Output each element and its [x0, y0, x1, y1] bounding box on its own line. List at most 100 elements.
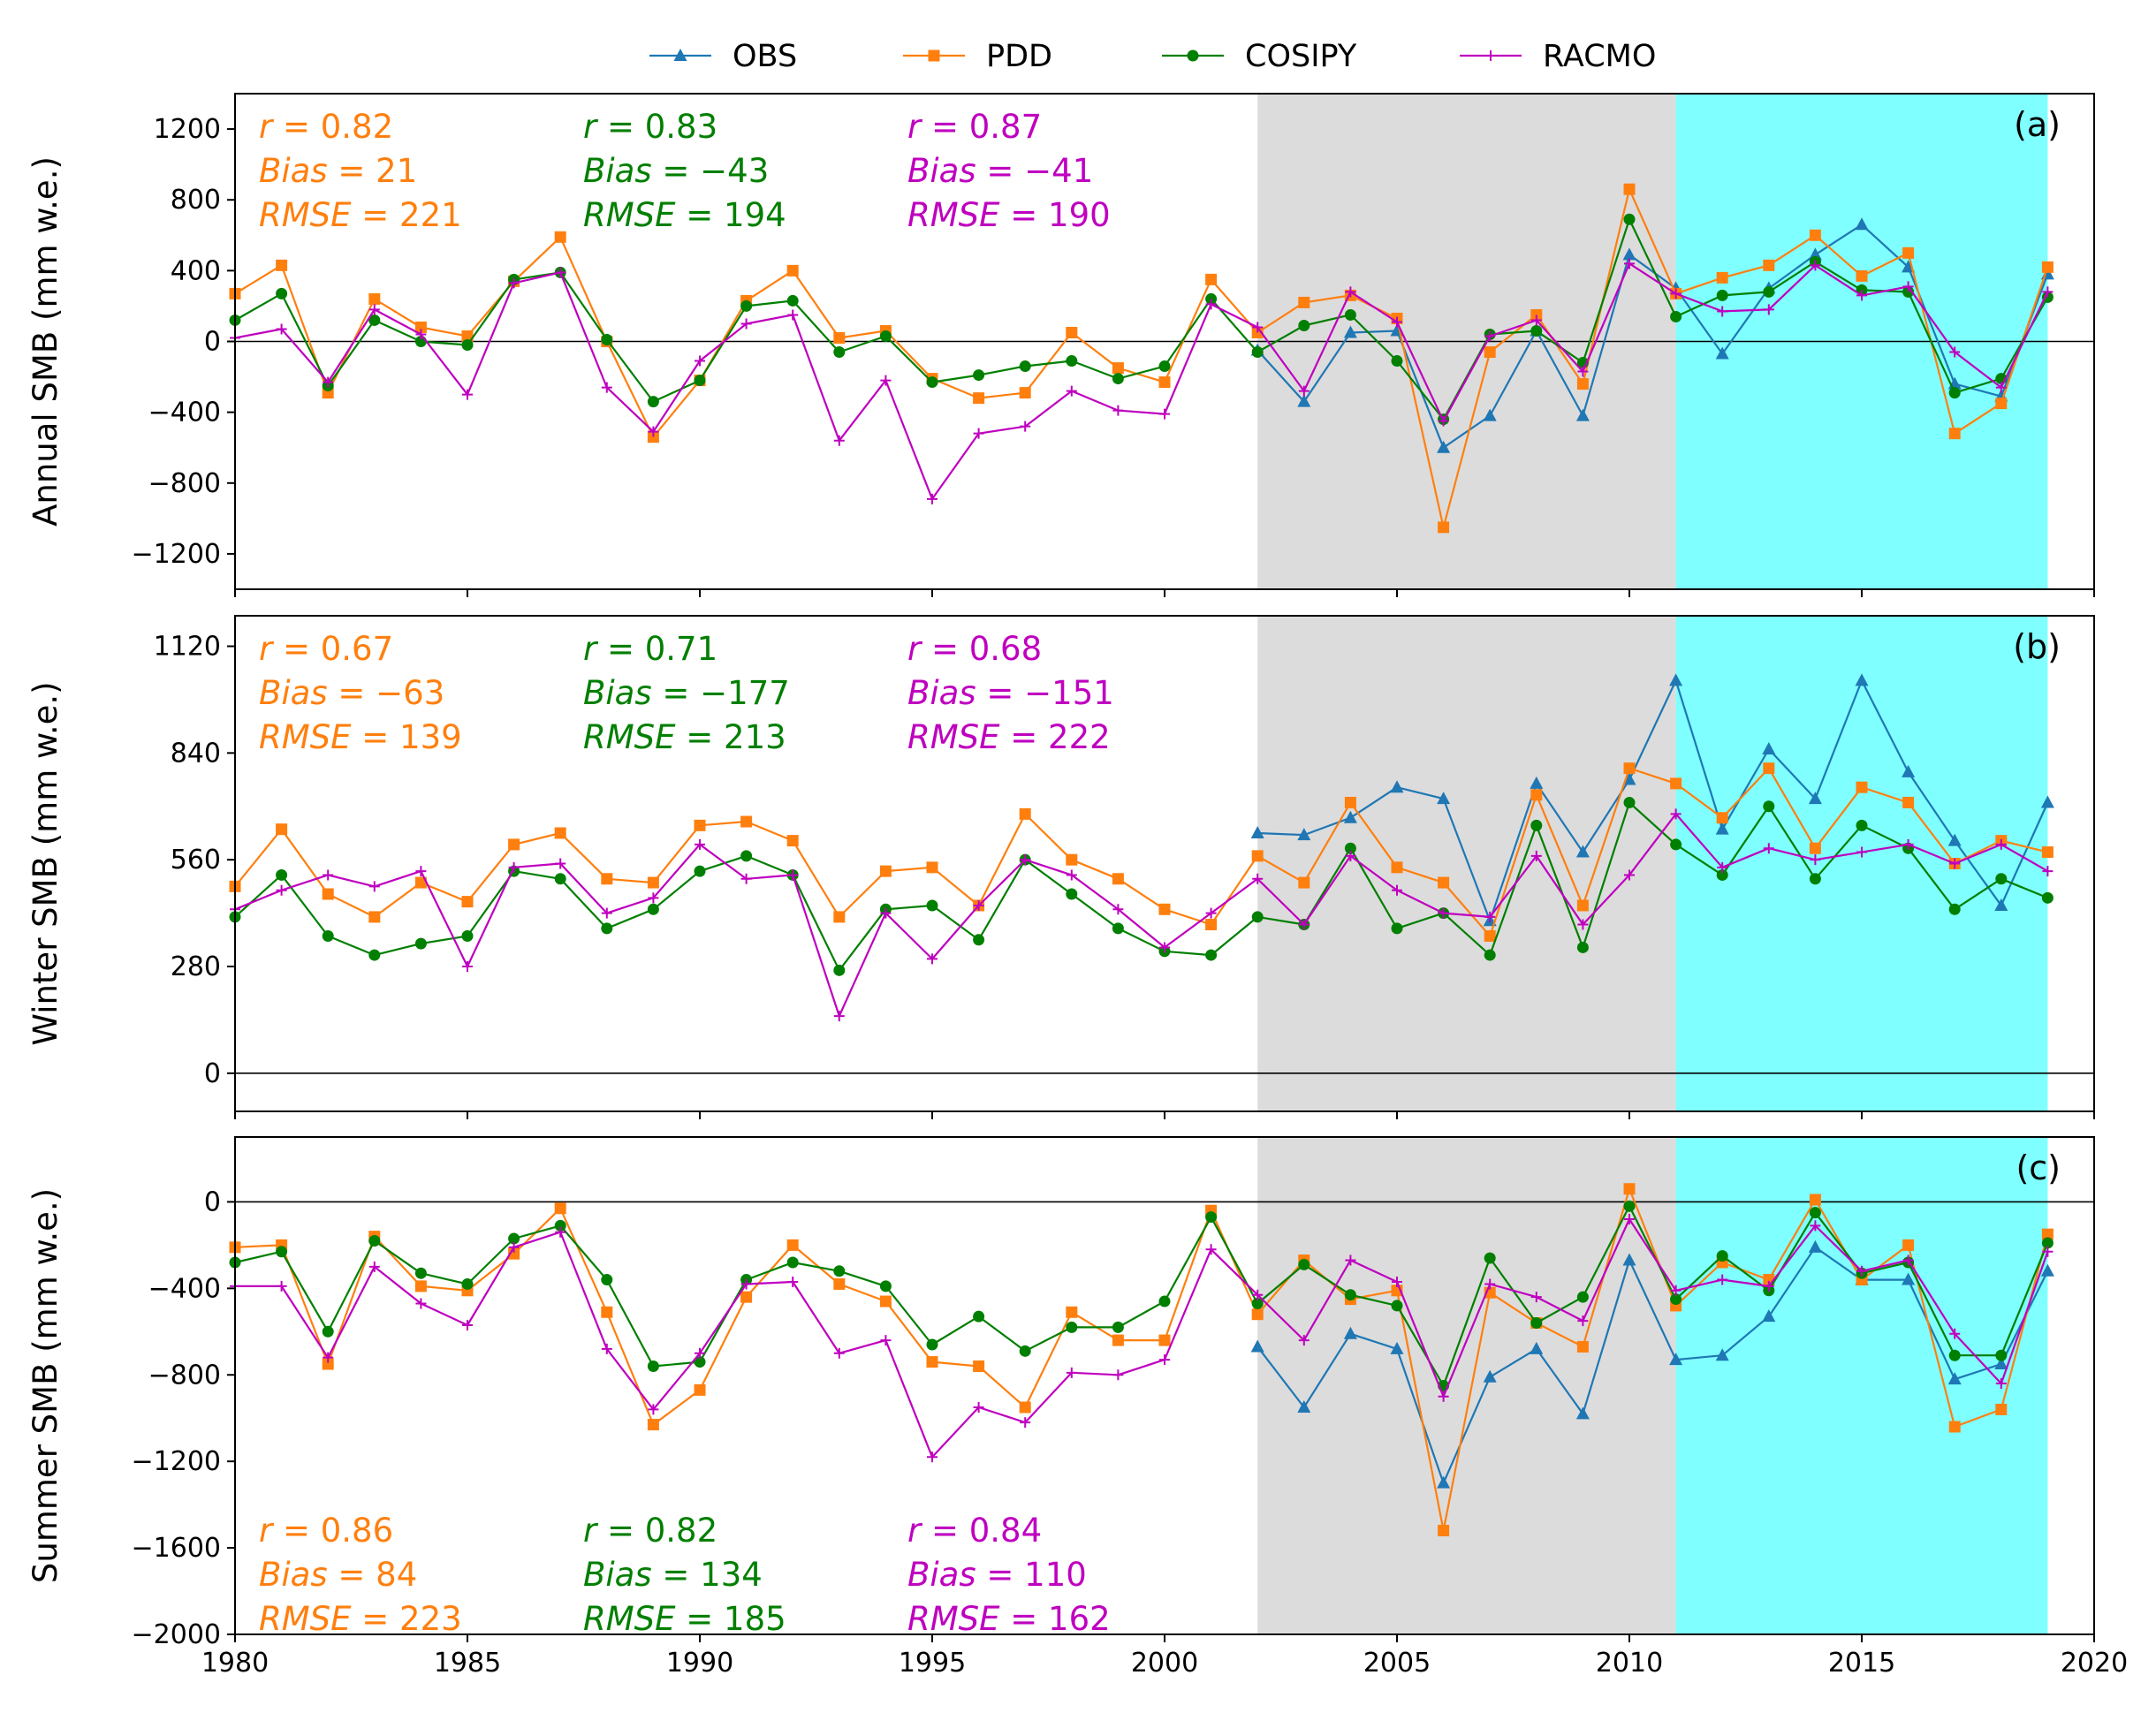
point-racmo-2014: [1810, 260, 1821, 271]
shaded-period-2: [1675, 1137, 2048, 1634]
point-pdd-1981: [276, 259, 288, 271]
point-cosipy-2017: [1948, 387, 1961, 399]
y-tick-label: −400: [148, 1273, 221, 1304]
point-pdd-1984: [414, 1280, 427, 1292]
point-cosipy-2002: [1251, 911, 1264, 923]
y-tick-label: 0: [204, 1058, 221, 1089]
point-pdd-1997: [1019, 387, 1031, 399]
point-pdd-2008: [1530, 789, 1543, 801]
stat-rmse: RMSE = 185: [583, 1600, 786, 1638]
panel-label: (c): [2016, 1148, 2061, 1187]
point-racmo-1996: [973, 428, 984, 439]
point-pdd-1991: [740, 815, 753, 828]
point-cosipy-2005: [1391, 1300, 1403, 1312]
point-racmo-2012: [1717, 861, 1728, 873]
point-cosipy-2004: [1344, 1289, 1356, 1301]
legend-entry-racmo: RACMO: [1460, 39, 1656, 74]
series-racmo: [230, 1214, 2054, 1463]
point-racmo-1990: [695, 1347, 705, 1359]
series-line-pdd: [234, 767, 2048, 937]
point-racmo-1985: [462, 961, 473, 973]
legend-label: RACMO: [1543, 39, 1656, 74]
point-pdd-1997: [1019, 807, 1031, 820]
point-pdd-1984: [414, 321, 427, 333]
point-pdd-2014: [1809, 229, 1821, 241]
point-racmo-2003: [1298, 919, 1310, 930]
point-obs-2004: [1343, 325, 1357, 338]
point-racmo-1989: [648, 426, 659, 437]
point-cosipy-2019: [2041, 291, 2054, 303]
point-racmo-2000: [1159, 942, 1170, 953]
point-obs-2010: [1622, 247, 1636, 261]
point-pdd-1985: [461, 330, 474, 342]
point-pdd-2000: [1158, 903, 1171, 915]
stat-rmse: RMSE = 222: [907, 718, 1111, 756]
stat-bias: Bias = 21: [259, 152, 417, 190]
stats-block-1: r = 0.67 Bias = −63 RMSE = 139: [259, 630, 462, 756]
legend-marker: [1187, 49, 1199, 62]
point-racmo-2009: [1577, 919, 1589, 930]
point-cosipy-2017: [1948, 903, 1961, 915]
point-racmo-2013: [1763, 304, 1774, 315]
point-racmo-2011: [1670, 1285, 1682, 1296]
point-racmo-1998: [1066, 869, 1077, 881]
point-cosipy-1988: [601, 333, 613, 345]
y-axis-label: Winter SMB (mm w.e.): [27, 681, 65, 1045]
point-cosipy-1998: [1066, 888, 1078, 900]
y-tick-label: 400: [171, 255, 221, 286]
point-cosipy-2010: [1623, 1200, 1636, 1212]
point-pdd-1994: [879, 865, 892, 877]
point-racmo-1985: [462, 389, 473, 400]
point-cosipy-1985: [461, 339, 474, 352]
point-racmo-2006: [1438, 1391, 1449, 1402]
point-racmo-2001: [1205, 1244, 1217, 1255]
x-tick-label: 1985: [434, 1648, 501, 1679]
point-pdd-1982: [322, 1358, 334, 1370]
point-cosipy-1996: [973, 369, 985, 382]
point-racmo-2000: [1159, 408, 1170, 420]
stat-bias: Bias = −63: [259, 674, 444, 712]
point-pdd-2003: [1298, 876, 1310, 889]
point-racmo-1999: [1112, 1369, 1124, 1381]
stat-r: r = 0.82: [583, 1512, 717, 1550]
stat-bias: Bias = −41: [907, 152, 1093, 190]
point-racmo-2013: [1763, 1280, 1774, 1292]
point-pdd-1995: [926, 861, 938, 874]
point-racmo-2018: [1995, 382, 2007, 393]
point-cosipy-1991: [740, 850, 753, 862]
point-obs-2009: [1575, 845, 1590, 858]
point-pdd-1989: [647, 1419, 659, 1431]
point-cosipy-2018: [1995, 1349, 2008, 1361]
stat-r: r = 0.86: [259, 1512, 393, 1550]
point-racmo-2008: [1530, 315, 1542, 326]
y-tick-label: −800: [148, 468, 221, 499]
point-cosipy-1990: [694, 1356, 706, 1368]
point-pdd-2013: [1763, 762, 1775, 775]
y-tick-label: −1600: [132, 1533, 221, 1564]
point-obs-2003: [1297, 394, 1311, 407]
point-pdd-2016: [1902, 796, 1915, 808]
point-racmo-2016: [1902, 1254, 1914, 1266]
shaded-period-1: [1257, 616, 1676, 1111]
point-cosipy-1990: [694, 865, 706, 877]
point-cosipy-1999: [1112, 922, 1124, 935]
point-racmo-1993: [833, 435, 845, 446]
point-racmo-1996: [973, 1401, 984, 1413]
point-racmo-2009: [1577, 366, 1589, 377]
point-obs-2009: [1575, 1406, 1590, 1420]
point-pdd-1982: [322, 888, 334, 900]
point-racmo-1981: [276, 323, 287, 335]
point-racmo-2015: [1856, 1265, 1867, 1277]
point-racmo-2007: [1484, 911, 1496, 922]
y-tick-label: 1120: [154, 632, 221, 663]
point-cosipy-2001: [1205, 1211, 1218, 1224]
point-pdd-2015: [1856, 269, 1868, 282]
point-obs-2002: [1250, 1339, 1264, 1353]
point-obs-2017: [1947, 833, 1962, 846]
point-pdd-1989: [647, 876, 659, 889]
y-tick-label: 560: [171, 845, 221, 875]
point-obs-2012: [1715, 822, 1729, 835]
point-cosipy-2001: [1205, 292, 1218, 305]
stats-block-1: r = 0.82 Bias = 21 RMSE = 221: [259, 108, 462, 234]
point-racmo-1984: [415, 866, 427, 877]
